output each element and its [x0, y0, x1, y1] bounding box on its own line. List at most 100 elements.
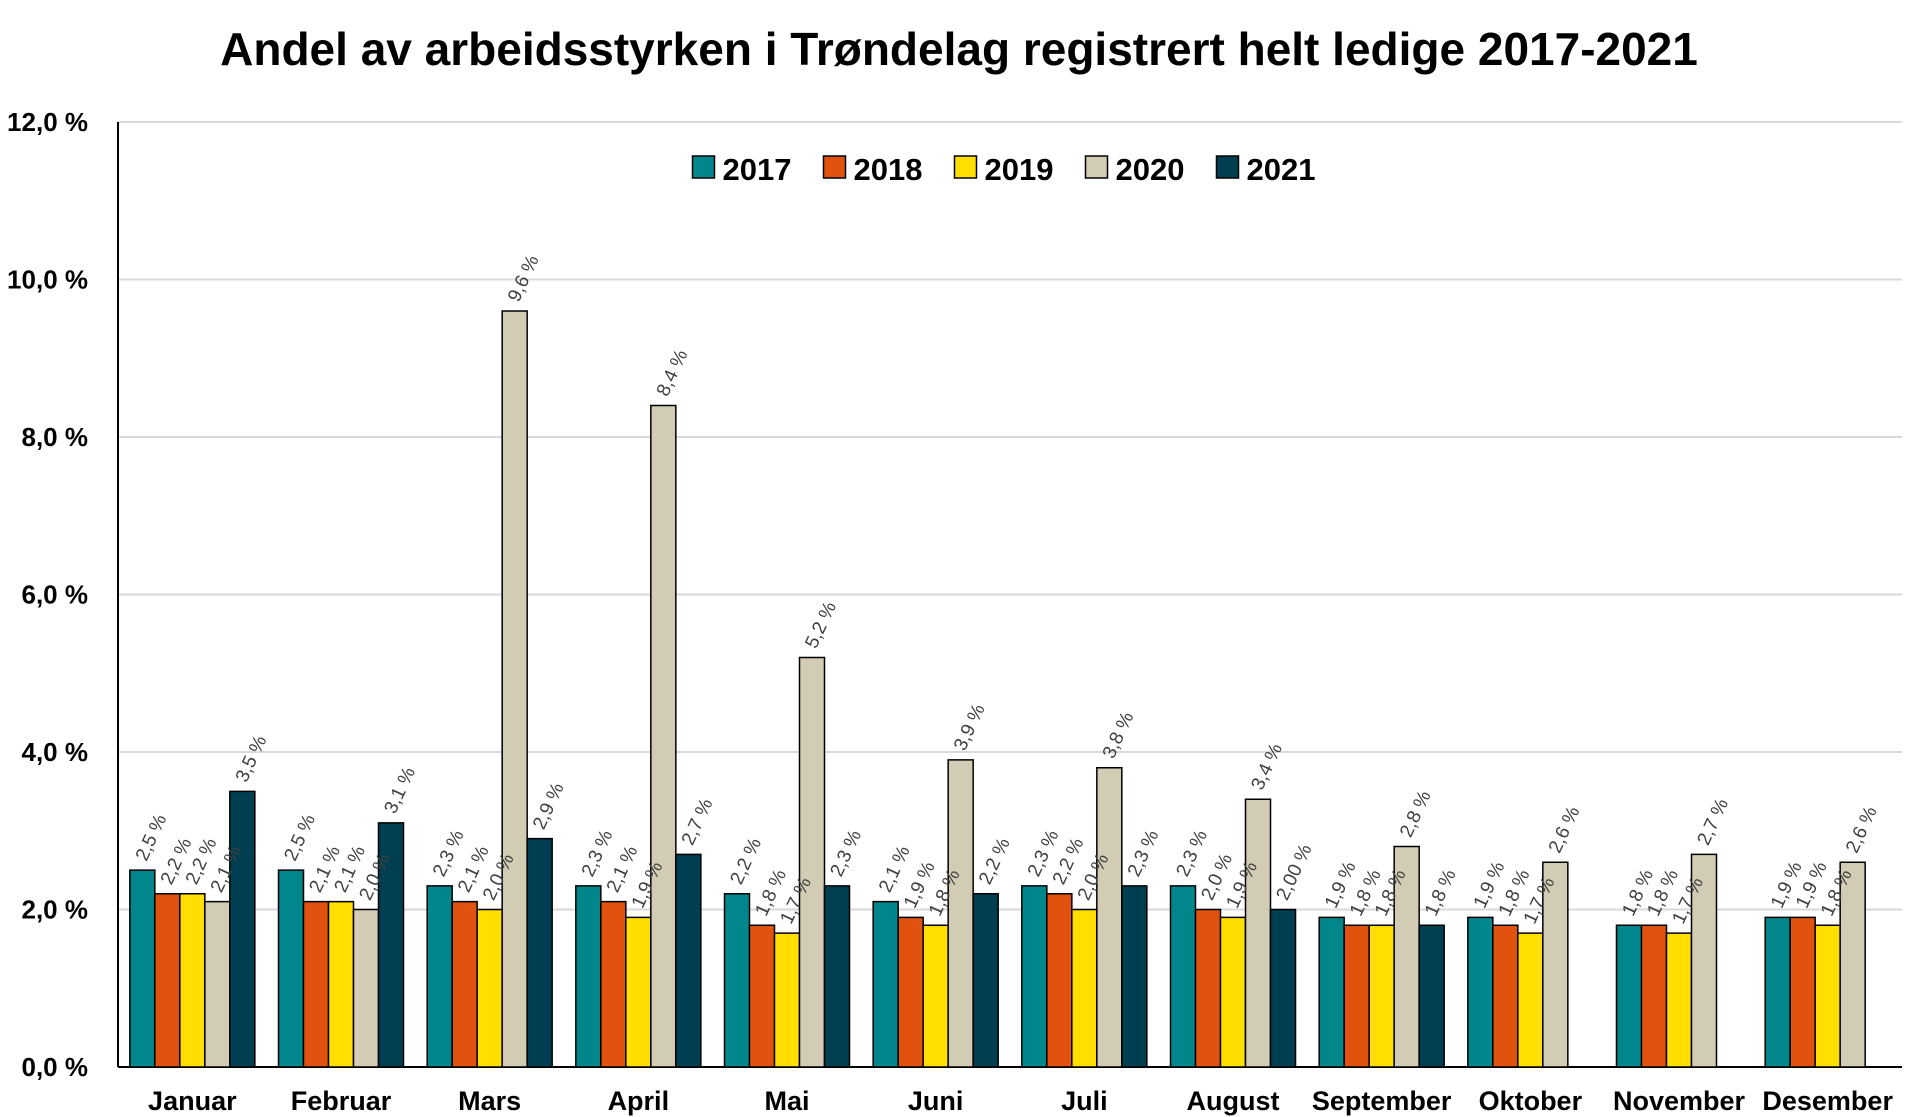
bar-2018-juni [897, 916, 924, 1068]
x-tick-label: November [1613, 1086, 1746, 1116]
bar-2017-desember [1764, 916, 1791, 1068]
data-label: 2,7 % [1693, 795, 1733, 848]
bar-2017-juni [872, 900, 899, 1068]
data-label: 8,4 % [653, 347, 693, 400]
data-label: 2,8 % [1396, 788, 1436, 841]
legend-label: 2019 [985, 152, 1054, 187]
data-label: 2,5 % [132, 811, 172, 864]
data-label: 2,6 % [1545, 803, 1585, 856]
x-tick-label: Juli [1061, 1086, 1108, 1116]
x-tick-label: Mars [458, 1086, 521, 1116]
bar-2018-mai [748, 924, 776, 1068]
bar-2018-april [600, 900, 627, 1068]
gridlines [118, 121, 1902, 911]
legend-swatch-2020 [1084, 155, 1109, 179]
legend-label: 2021 [1247, 152, 1316, 187]
x-tick-label: Februar [291, 1086, 392, 1116]
data-label: 2,3 % [826, 827, 866, 880]
bar-2021-februar [377, 822, 405, 1068]
data-label: 2,00 % [1272, 841, 1316, 904]
bar-2020-november [1690, 853, 1718, 1068]
data-label: 3,1 % [380, 764, 420, 817]
bar-2021-september [1418, 924, 1445, 1068]
bar-2020-februar [352, 908, 380, 1068]
data-label: 2,2 % [726, 835, 766, 888]
bar-2018-november [1640, 924, 1668, 1068]
data-label: 3,8 % [1099, 709, 1139, 762]
bar-2019-juni [922, 924, 949, 1068]
y-tick-label: 12,0 % [7, 107, 88, 137]
bar-2020-august [1244, 798, 1272, 1068]
bar-2017-mars [426, 885, 453, 1068]
bar-2017-april [575, 885, 602, 1068]
bar-2020-oktober [1542, 861, 1569, 1068]
legend: 2017 2018 2019 2020 2021 [691, 152, 1316, 187]
legend-label: 2018 [854, 152, 923, 187]
bar-2019-januar [179, 893, 206, 1068]
bar-2020-juni [947, 759, 974, 1068]
bar-2017-mai [723, 893, 751, 1068]
data-label: 2,3 % [1172, 827, 1212, 880]
data-label: 3,9 % [950, 701, 990, 754]
bar-2021-mai [823, 885, 851, 1068]
x-tick-label: April [608, 1086, 670, 1116]
bar-2019-august [1219, 916, 1247, 1068]
data-label: 2,6 % [1842, 803, 1882, 856]
y-tick-label: 4,0 % [22, 737, 89, 767]
bar-2020-mai [798, 656, 826, 1068]
bar-2018-desember [1789, 916, 1816, 1068]
data-label: 5,2 % [801, 599, 841, 652]
x-tick-label: Oktober [1479, 1086, 1583, 1116]
bar-2017-januar [129, 869, 156, 1068]
bar-2021-januar [229, 790, 256, 1068]
bar-2017-august [1169, 885, 1197, 1068]
bar-2021-juli [1121, 885, 1148, 1068]
y-tick-label: 0,0 % [22, 1052, 89, 1082]
data-label: 2,3 % [1124, 827, 1164, 880]
bar-2021-april [675, 853, 702, 1068]
y-tick-label: 8,0 % [22, 422, 89, 452]
bar-2019-november [1665, 932, 1693, 1068]
bars [129, 310, 1866, 1068]
x-tick-label: Mai [764, 1086, 809, 1116]
bar-2021-mars [526, 837, 553, 1068]
bar-2019-februar [327, 900, 355, 1068]
bar-2018-mars [451, 900, 478, 1068]
data-label: 2,9 % [529, 780, 569, 833]
axes: 0,0 % 2,0 % 4,0 % 6,0 % 8,0 % 10,0 % 12,0 % Jan… [7, 107, 1902, 1116]
data-label: 3,5 % [232, 732, 272, 785]
data-label: 3,4 % [1247, 740, 1287, 793]
bar-2019-oktober [1517, 932, 1544, 1068]
data-label: 2,7 % [678, 795, 718, 848]
legend-swatch-2018 [822, 155, 847, 179]
bar-2019-september [1368, 924, 1395, 1068]
chart-title: Andel av arbeidsstyrken i Trøndelag regi… [220, 23, 1698, 75]
x-tick-label: Januar [148, 1086, 237, 1116]
bar-2019-mai [773, 932, 801, 1068]
data-label: 2,2 % [975, 835, 1015, 888]
x-tick-label: Desember [1762, 1086, 1893, 1116]
bar-2019-juli [1071, 908, 1098, 1068]
bar-2021-august [1269, 908, 1297, 1068]
legend-label: 2020 [1116, 152, 1185, 187]
y-tick-label: 10,0 % [7, 265, 88, 295]
bar-2017-juli [1021, 885, 1048, 1068]
bar-2017-november [1615, 924, 1643, 1068]
bar-2020-januar [204, 900, 231, 1068]
data-label: 1,8 % [1421, 866, 1461, 919]
bar-2018-juli [1046, 893, 1073, 1068]
bar-2018-september [1343, 924, 1370, 1068]
x-tick-label: Juni [908, 1086, 964, 1116]
bar-2018-august [1194, 908, 1222, 1068]
bar-2018-oktober [1492, 924, 1519, 1068]
legend-label: 2017 [723, 152, 792, 187]
bar-2020-september [1393, 845, 1420, 1068]
legend-swatch-2017 [691, 155, 716, 179]
bar-2018-februar [302, 900, 330, 1068]
x-tick-label: September [1312, 1086, 1452, 1116]
bar-2019-mars [476, 908, 503, 1068]
y-tick-label: 2,0 % [22, 895, 89, 925]
bar-2018-januar [154, 893, 181, 1068]
legend-swatch-2019 [953, 155, 978, 179]
data-label: 2,5 % [280, 811, 320, 864]
